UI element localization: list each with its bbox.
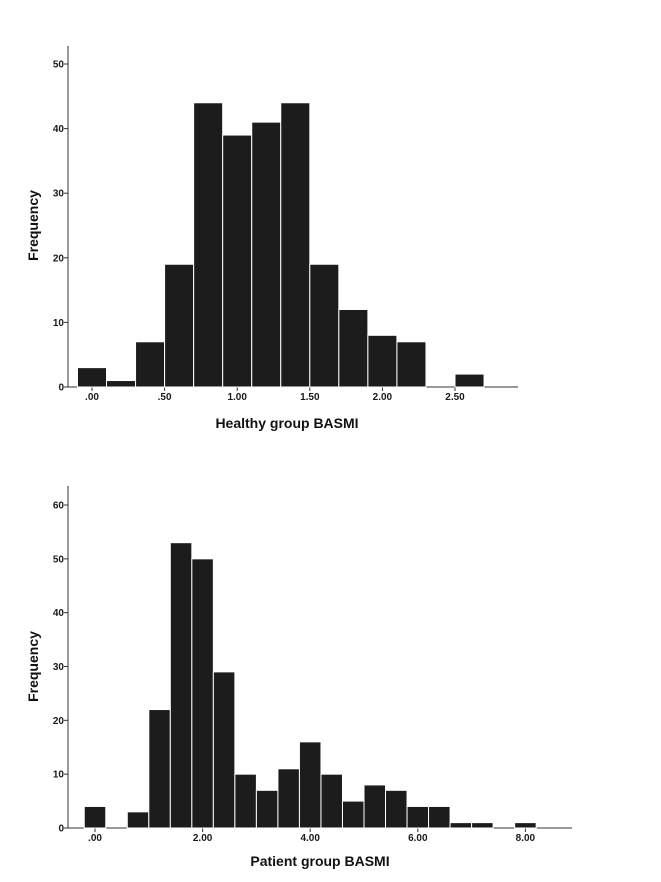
patient-histogram-bar [341, 800, 365, 829]
patient-x-tick-label: 6.00 [408, 833, 428, 844]
healthy-histogram-bar [454, 373, 485, 388]
patient-histogram-bar [83, 805, 107, 829]
healthy-histogram-bar [251, 121, 282, 388]
healthy-histogram-bar [106, 380, 137, 388]
patient-histogram-bar [320, 773, 343, 829]
healthy-x-tick-label: 2.00 [373, 392, 393, 403]
healthy-y-tick-label: 30 [53, 189, 65, 200]
healthy-histogram-bar [135, 341, 166, 388]
patient-y-tick-label: 20 [53, 716, 65, 727]
patient-histogram-bar [126, 811, 150, 829]
patient-histogram-bar [212, 671, 236, 829]
healthy-y-tick-label: 20 [53, 253, 65, 264]
healthy-histogram-bar [367, 334, 398, 388]
healthy-histogram-bar [193, 102, 224, 388]
healthy-x-tick-label: 1.00 [227, 392, 247, 403]
patient-histogram: 0 10 20 30 40 50 60 .00 2.00 4.00 6.00 8.00 Patient … [25, 486, 572, 869]
healthy-histogram-bar [280, 102, 311, 388]
patient-histogram-bar [428, 805, 451, 829]
healthy-y-tick-label: 0 [58, 383, 64, 394]
healthy-x-tick-label: 1.50 [300, 392, 320, 403]
patient-histogram-bar [234, 773, 257, 829]
healthy-x-axis-label: Healthy group BASMI [215, 415, 358, 431]
patient-histogram-bar [255, 789, 279, 829]
healthy-histogram: 0 10 20 30 40 50 .00 .50 1.00 1.50 2.00 2.50 Healthy… [25, 46, 518, 431]
patient-x-tick-label: 2.00 [193, 833, 213, 844]
patient-histogram-bar [514, 822, 537, 829]
patient-y-tick-label: 30 [53, 662, 65, 673]
healthy-y-tick-label: 10 [53, 318, 65, 329]
patient-histogram-bar [471, 822, 494, 829]
healthy-histogram-bar [164, 263, 195, 388]
healthy-histogram-bar [338, 308, 369, 388]
patient-histogram-bar [191, 558, 214, 829]
patient-histogram-bar [277, 768, 300, 829]
healthy-x-tick-label: .00 [85, 392, 99, 403]
healthy-histogram-bar [309, 263, 340, 388]
healthy-y-tick-label: 50 [53, 60, 65, 71]
patient-y-tick-label: 50 [53, 554, 65, 565]
patient-y-tick-label: 0 [58, 824, 64, 835]
patient-y-tick-label: 10 [53, 770, 65, 781]
healthy-y-axis-label: Frequency [25, 190, 41, 261]
patient-histogram-bar [363, 784, 387, 829]
healthy-histogram-bar [76, 367, 108, 388]
patient-x-axis-label: Patient group BASMI [250, 853, 389, 869]
patient-histogram-bar [298, 741, 322, 829]
healthy-y-tick-label: 40 [53, 124, 65, 135]
patient-histogram-bar [169, 542, 193, 829]
healthy-x-tick-label: 2.50 [445, 392, 465, 403]
healthy-histogram-bar [396, 341, 427, 388]
patient-y-tick-label: 60 [53, 501, 65, 512]
patient-x-tick-label: 8.00 [516, 833, 536, 844]
patient-x-tick-label: .00 [88, 833, 102, 844]
healthy-x-tick-label: .50 [158, 392, 172, 403]
patient-histogram-bar [449, 822, 473, 829]
patient-y-tick-label: 40 [53, 608, 65, 619]
patient-histogram-bar [385, 789, 408, 829]
patient-histogram-bar [406, 805, 430, 829]
patient-x-tick-label: 4.00 [300, 833, 320, 844]
healthy-histogram-bar [222, 134, 253, 388]
patient-histogram-bar [148, 709, 171, 829]
patient-y-axis-label: Frequency [25, 631, 41, 702]
